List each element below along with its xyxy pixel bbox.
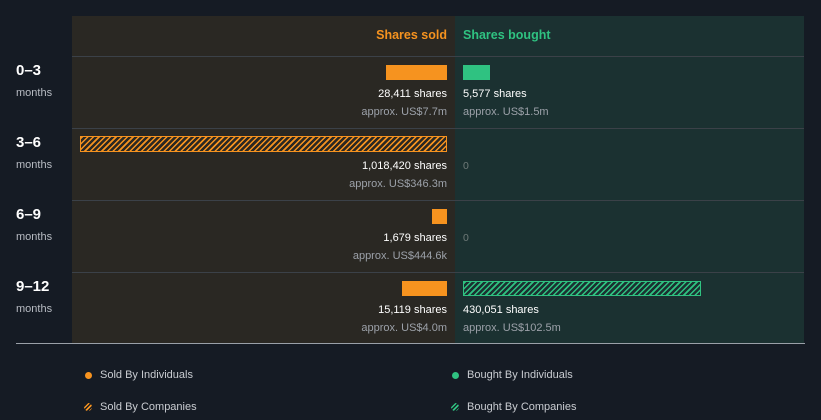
bought-zero-label: 0 (463, 232, 469, 244)
row-divider (72, 128, 804, 129)
period-label: 0–3 (16, 62, 42, 79)
period-unit: months (16, 87, 53, 99)
bought-zero-label: 0 (463, 160, 469, 172)
bought-individuals-bar-0-3 (463, 65, 491, 80)
sold-approx-label: approx. US$444.6k (352, 250, 447, 262)
sold-approx-label: approx. US$7.7m (361, 106, 447, 118)
bought-individuals-legend-icon (452, 372, 459, 379)
row-divider (72, 200, 804, 201)
bought-column-header: Shares bought (463, 28, 551, 42)
legend-sold-individuals: Sold By Individuals (100, 369, 193, 381)
legend-bought-companies: Bought By Companies (467, 401, 577, 413)
period-unit: months (16, 231, 53, 243)
sold-shares-label: 15,119 shares (378, 304, 447, 316)
bought-shares-label: 430,051 shares (463, 304, 539, 316)
bought-approx-label: approx. US$102.5m (463, 322, 561, 334)
sold-approx-label: approx. US$4.0m (361, 322, 447, 334)
sold-shares-label: 28,411 shares (378, 88, 447, 100)
sold-shares-label: 1,679 shares (383, 232, 447, 244)
sold-individuals-bar-0-3 (385, 65, 447, 80)
row-divider (72, 56, 804, 57)
sold-companies-bar-3-6 (80, 136, 447, 152)
period-label: 6–9 (16, 206, 42, 223)
sold-column-header: Shares sold (376, 28, 447, 42)
sold-approx-label: approx. US$346.3m (349, 178, 447, 190)
bought-approx-label: approx. US$1.5m (463, 106, 549, 118)
bought-companies-legend-icon (451, 403, 459, 411)
period-label: 3–6 (16, 134, 42, 151)
period-unit: months (16, 303, 53, 315)
bought-shares-label: 5,577 shares (463, 88, 527, 100)
period-label: 9–12 (16, 278, 50, 295)
sold-individuals-legend-icon (85, 372, 92, 379)
row-divider (72, 272, 804, 273)
sold-individuals-bar-6-9 (432, 209, 447, 224)
sold-individuals-bar-9-12 (402, 281, 447, 296)
chart-baseline (16, 343, 805, 344)
sold-shares-label: 1,018,420 shares (361, 160, 447, 172)
legend-bought-individuals: Bought By Individuals (467, 369, 573, 381)
legend-sold-companies: Sold By Companies (100, 401, 197, 413)
period-unit: months (16, 159, 53, 171)
sold-companies-legend-icon (84, 403, 92, 411)
bought-companies-bar-9-12 (463, 281, 702, 296)
